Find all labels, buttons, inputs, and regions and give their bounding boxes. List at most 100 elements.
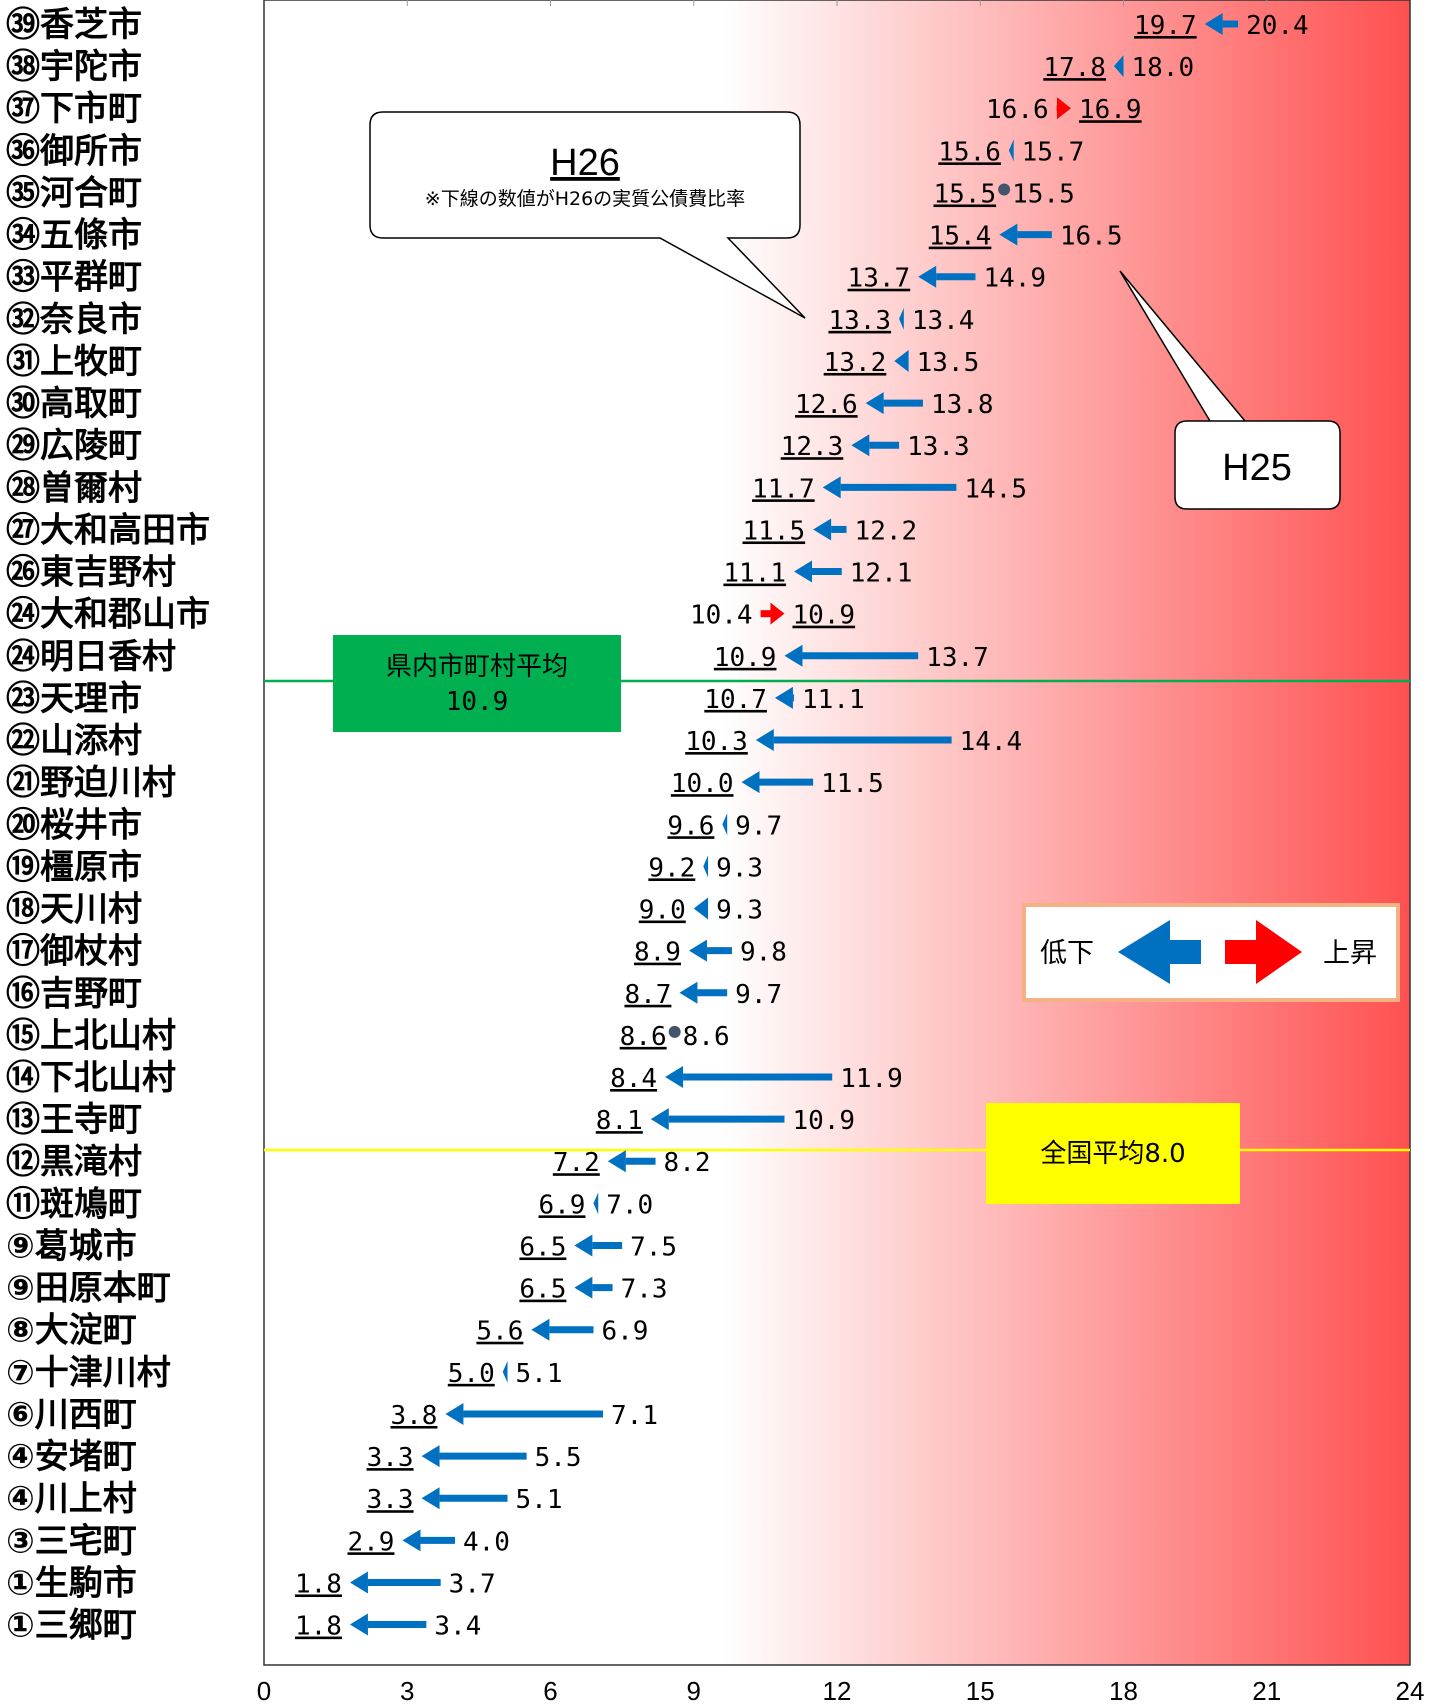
- municipality-label: ㉙広陵町: [6, 426, 142, 466]
- change-arrow-head: [999, 223, 1018, 246]
- h25-value-label: 7.5: [630, 1232, 677, 1262]
- h25-value-label: 11.5: [821, 769, 884, 799]
- chart-row: ㉔明日香村 10.9 13.7: [6, 637, 989, 677]
- municipality-label: ⑫黒滝村: [6, 1142, 142, 1182]
- change-arrow-head: [899, 307, 904, 330]
- national-average-box: 全国平均8.0: [986, 1103, 1240, 1204]
- h26-value-label: 7.2: [553, 1148, 600, 1178]
- legend-increase-label: 上昇: [1323, 938, 1377, 969]
- h26-value-label: 5.0: [448, 1359, 495, 1389]
- change-arrow-head: [894, 349, 909, 372]
- change-arrow-head: [1113, 55, 1124, 78]
- no-change-marker: [668, 1025, 681, 1038]
- h25-value-label: 14.5: [964, 474, 1027, 504]
- h25-value-label: 10.9: [792, 1106, 855, 1136]
- h26-value-label: 8.6: [620, 1022, 667, 1052]
- municipality-label: ㉒山添村: [6, 721, 142, 761]
- change-arrow-head: [607, 1150, 626, 1173]
- h26-value-label: 17.8: [1043, 53, 1106, 83]
- municipality-label: ⑲橿原市: [6, 847, 142, 887]
- chart-row: ㉘曽爾村 11.7 14.5: [6, 468, 1027, 508]
- chart-row: ㉖東吉野村 11.1 12.1: [6, 553, 912, 593]
- x-tick-label: 3: [400, 1676, 414, 1705]
- h25-value-label: 7.3: [621, 1275, 668, 1305]
- h26-value-label: 9.0: [639, 896, 686, 926]
- municipality-label: ④安堵町: [6, 1437, 137, 1477]
- h26-value-label: 8.7: [624, 980, 671, 1010]
- h25-value-label: 16.5: [1060, 222, 1123, 252]
- h26-value-label: 6.5: [519, 1232, 566, 1262]
- change-arrow-head: [445, 1402, 464, 1425]
- municipality-label: ①生駒市: [6, 1563, 137, 1603]
- h25-value-label: 11.1: [802, 685, 865, 715]
- chart-row: ⑱天川村 9.0 9.3: [6, 890, 763, 930]
- chart-row: ⑪斑鳩町 6.9 7.0: [6, 1184, 653, 1224]
- h25-value-label: 15.7: [1022, 137, 1085, 167]
- chart-row: ㉛上牧町 13.2 13.5: [6, 342, 979, 382]
- x-tick-label: 9: [687, 1676, 701, 1705]
- h25-value-label: 3.7: [449, 1569, 496, 1599]
- chart-row: ⑭下北山村 8.4 11.9: [6, 1058, 903, 1098]
- h25-value-label: 4.0: [463, 1527, 510, 1557]
- x-tick-label: 21: [1252, 1676, 1281, 1705]
- chart-row: ㊳宇陀市 17.8 18.0: [6, 47, 1194, 87]
- legend-decrease-label: 低下: [1040, 938, 1094, 969]
- chart-row: ③三宅町 2.9 4.0: [6, 1521, 510, 1561]
- h25-value-label: 14.4: [960, 727, 1023, 757]
- municipality-label: ㉔大和郡山市: [6, 595, 210, 635]
- legend-increase-arrow: [1225, 920, 1302, 984]
- municipality-label: ㉓天理市: [6, 679, 142, 719]
- municipality-label: ⑯吉野町: [6, 974, 142, 1014]
- chart-row: ⑲橿原市 9.2 9.3: [6, 847, 763, 887]
- h26-value-label: 6.5: [519, 1275, 566, 1305]
- h26-value-label: 1.8: [295, 1612, 342, 1642]
- municipality-label: ㉜奈良市: [6, 300, 142, 340]
- change-arrow-head: [679, 981, 698, 1004]
- municipality-label: ⑭下北山村: [6, 1058, 176, 1098]
- h26-value-label: 5.6: [476, 1317, 523, 1347]
- h26-value-label: 11.7: [752, 474, 815, 504]
- legend-decrease-arrow: [1118, 920, 1201, 984]
- change-arrow-head: [851, 434, 870, 457]
- chart-row: ①生駒市 1.8 3.7: [6, 1563, 496, 1603]
- h25-value-label: 7.1: [611, 1401, 658, 1431]
- chart-row: ㉞五條市 15.4 16.5: [6, 216, 1123, 256]
- h25-value-label: 20.4: [1246, 11, 1309, 41]
- h25-value-label: 12.2: [855, 516, 918, 546]
- h25-value-label: 9.3: [716, 896, 763, 926]
- chart-row: ㉗大和高田市 11.5 12.2: [6, 510, 917, 550]
- h26-value-label: 10.7: [704, 685, 767, 715]
- municipality-label: ⑰御杖村: [6, 932, 142, 972]
- x-tick-label: 24: [1396, 1676, 1425, 1705]
- national-average-label: 全国平均8.0: [1040, 1139, 1185, 1169]
- x-axis-ticks: 0 3 6 9 12 15 18 21 24: [257, 1676, 1425, 1705]
- change-arrow-head: [794, 560, 813, 583]
- h25-value-label: 6.9: [601, 1317, 648, 1347]
- h26-value-label: 13.3: [828, 306, 891, 336]
- change-arrow-head: [770, 602, 785, 625]
- municipality-label: ㉑野迫川村: [6, 763, 176, 803]
- h26-value-label: 8.1: [596, 1106, 643, 1136]
- municipality-label: ㊴香芝市: [6, 5, 142, 45]
- h25-value-label: 9.7: [735, 980, 782, 1010]
- h26-value-label: 12.6: [795, 390, 858, 420]
- x-tick-label: 12: [823, 1676, 852, 1705]
- x-tick-label: 15: [966, 1676, 995, 1705]
- chart-row: ㉝平群町 13.7 14.9: [6, 258, 1046, 298]
- h26-value-label: 13.7: [848, 264, 911, 294]
- change-arrow-head: [349, 1613, 368, 1636]
- change-arrow-head: [421, 1445, 440, 1468]
- h26-value-label: 3.3: [367, 1485, 414, 1515]
- municipality-label: ⑨田原本町: [6, 1269, 171, 1309]
- plot-background: [263, 0, 1411, 1666]
- change-arrow-head: [755, 729, 774, 752]
- municipality-label: ⑮上北山村: [6, 1016, 176, 1056]
- municipality-label: ⑬王寺町: [6, 1100, 142, 1140]
- change-arrow-head: [688, 939, 707, 962]
- h25-value-label: 9.3: [716, 853, 763, 883]
- h25-value-label: 12.1: [850, 559, 913, 589]
- chart-row: ⑬王寺町 8.1 10.9: [6, 1100, 855, 1140]
- municipality-label: ㉚高取町: [6, 384, 142, 424]
- h25-value-label: 5.1: [516, 1485, 563, 1515]
